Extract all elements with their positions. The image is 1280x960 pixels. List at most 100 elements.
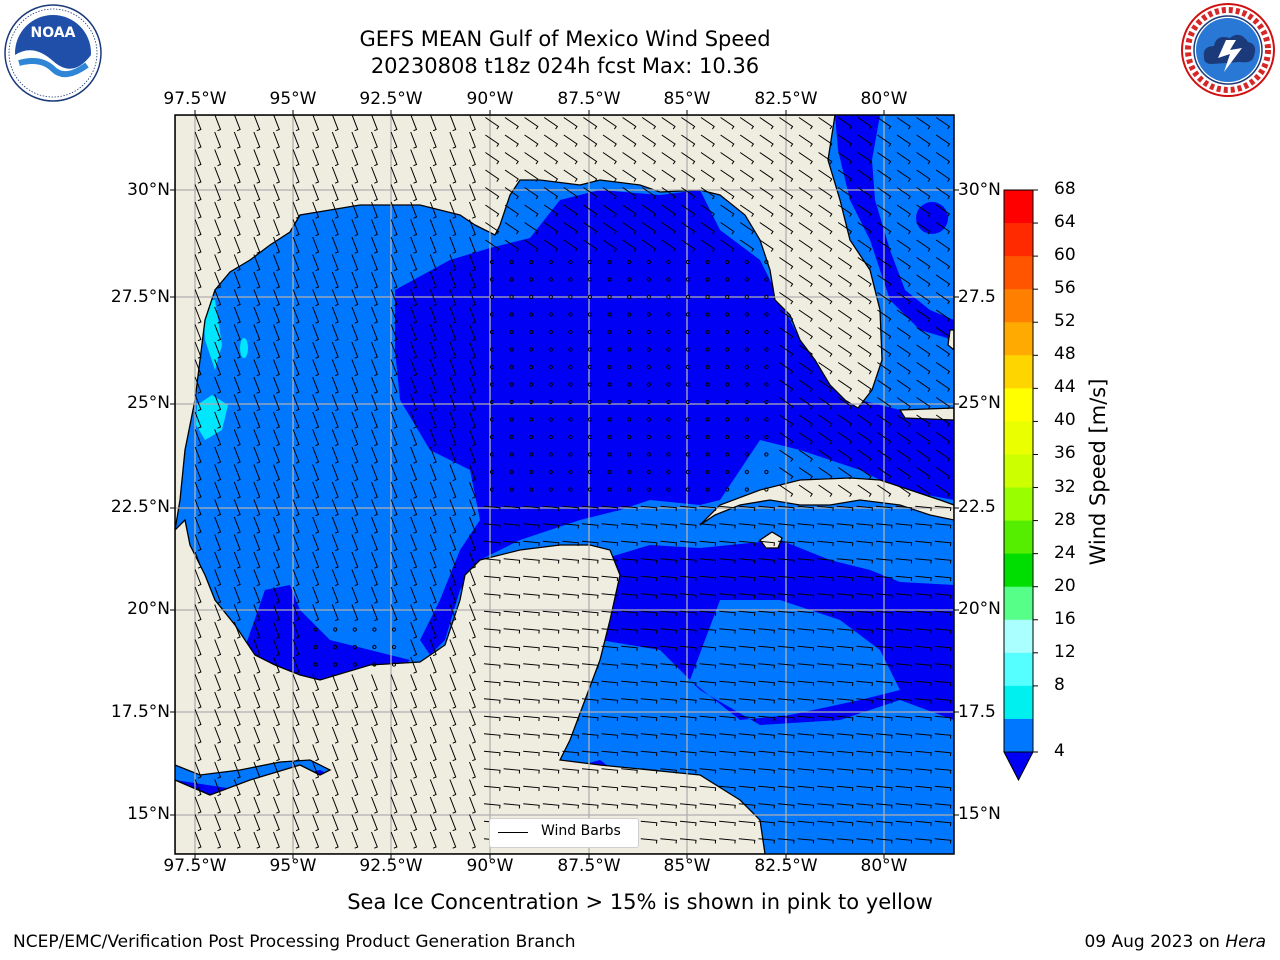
wind-barb: [503, 628, 521, 634]
wind-barb: [371, 586, 378, 604]
wind-barb: [739, 239, 755, 252]
wind-barb: [779, 134, 794, 147]
wind-barb: [371, 674, 378, 692]
wind-barb: [877, 117, 892, 130]
wind-barb: [679, 575, 697, 582]
wind-barb: [273, 201, 280, 219]
wind-barb: [798, 257, 813, 270]
wind-barb-calm: [607, 417, 612, 422]
wind-barb: [640, 785, 658, 792]
map-frame: [174, 114, 955, 855]
wind-barb: [857, 239, 872, 252]
wind-barb: [449, 831, 457, 849]
wind-barb: [818, 222, 833, 235]
wind-barb: [469, 464, 476, 482]
wind-barb: [410, 744, 418, 762]
wind-barb: [699, 593, 717, 599]
wind-barb: [233, 341, 241, 359]
wind-barb: [253, 744, 261, 762]
wind-barb: [798, 362, 813, 375]
wind-barb: [449, 429, 457, 447]
wind-barb: [583, 239, 598, 252]
wind-barb: [640, 558, 658, 564]
wind-barb-calm: [764, 347, 769, 352]
wind-barb: [601, 558, 619, 564]
wind-barb: [836, 558, 854, 564]
wind-barb-calm: [685, 294, 691, 300]
lat-label-left: 15°N: [127, 804, 170, 824]
wind-barb: [292, 446, 300, 464]
wind-barb: [916, 134, 931, 147]
wind-barb: [485, 239, 500, 252]
wind-barb: [857, 344, 872, 357]
wind-barb: [371, 131, 378, 149]
colorbar-swatch: [1004, 454, 1033, 489]
wind-barb: [758, 820, 775, 827]
wind-barb: [312, 115, 320, 132]
wind-barb: [542, 715, 560, 722]
wind-barb-calm: [607, 277, 612, 282]
wind-barb-calm: [391, 662, 397, 667]
wind-barb-calm: [725, 329, 730, 335]
wind-barb: [523, 628, 540, 634]
wind-barb: [542, 575, 560, 582]
wind-barb-calm: [725, 469, 730, 475]
wind-barb: [856, 715, 873, 722]
wind-barb: [292, 621, 300, 639]
wind-barb: [856, 803, 873, 809]
wind-barb: [699, 803, 717, 809]
wind-barb-calm: [548, 259, 553, 265]
wind-barb-calm: [627, 364, 632, 370]
wind-barb: [738, 768, 756, 774]
wind-barb: [562, 750, 579, 757]
wind-barb: [429, 656, 437, 674]
wind-barb: [679, 785, 697, 792]
wind-barb-calm: [568, 487, 573, 492]
wind-barb: [935, 134, 951, 147]
wind-barb: [410, 306, 418, 324]
wind-barb: [601, 575, 619, 582]
wind-barb: [410, 604, 418, 622]
wind-barb: [562, 698, 579, 704]
wind-barb: [390, 376, 398, 394]
wind-barb-calm: [607, 347, 612, 352]
wind-barb: [758, 803, 775, 809]
wind-barb: [410, 219, 418, 237]
wind-barb: [469, 184, 476, 202]
wind-barb: [602, 152, 617, 165]
wind-barb-calm: [627, 294, 632, 300]
wind-barb: [331, 796, 339, 814]
wind-barb-calm: [627, 259, 632, 265]
wind-barb: [581, 768, 599, 774]
wind-barb: [916, 432, 931, 445]
wind-barb: [351, 341, 359, 359]
wind-barb: [699, 715, 717, 722]
wind-barb: [351, 219, 359, 237]
wind-barb: [312, 411, 320, 429]
wind-barb: [449, 534, 457, 552]
wind-barb: [660, 785, 677, 792]
lon-label-top: 80°W: [860, 89, 908, 109]
wind-barb: [719, 558, 736, 564]
wind-barb: [739, 222, 755, 235]
wind-barb: [856, 733, 873, 739]
wind-barb: [875, 593, 893, 599]
wind-barb: [640, 803, 658, 809]
wind-barb: [503, 768, 521, 774]
wind-barb: [390, 779, 398, 797]
wind-barb: [562, 645, 579, 652]
lon-label-bottom: 97.5°W: [163, 856, 227, 876]
wind-barb: [410, 569, 418, 587]
wind-barb: [601, 785, 619, 792]
wind-barb: [935, 379, 951, 392]
wind-barb: [312, 779, 320, 797]
wind-barb: [331, 779, 339, 797]
wind-barb: [679, 768, 697, 774]
wind-barb: [837, 327, 853, 340]
wind-barb: [429, 569, 437, 587]
wind-barb: [895, 663, 913, 669]
credit-text: NCEP/EMC/Verification Post Processing Pr…: [13, 932, 576, 952]
wind-barb-calm: [607, 364, 612, 370]
wind-barb: [312, 394, 320, 412]
wind-barb: [483, 750, 501, 757]
